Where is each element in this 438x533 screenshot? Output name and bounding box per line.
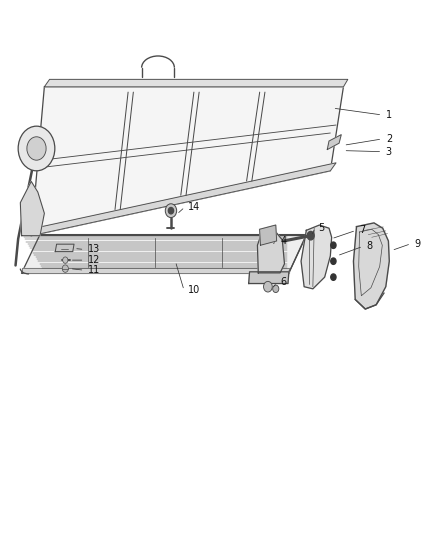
Text: 4: 4 — [280, 236, 286, 246]
Text: 12: 12 — [88, 255, 100, 265]
Polygon shape — [20, 181, 44, 236]
Text: 7: 7 — [360, 225, 366, 236]
Polygon shape — [249, 272, 289, 284]
Circle shape — [18, 126, 55, 171]
Circle shape — [331, 258, 336, 264]
Circle shape — [27, 137, 46, 160]
Text: 2: 2 — [386, 134, 392, 144]
Text: 3: 3 — [386, 147, 392, 157]
Circle shape — [165, 204, 177, 217]
Polygon shape — [260, 225, 277, 245]
Circle shape — [331, 274, 336, 280]
Circle shape — [307, 231, 314, 240]
Polygon shape — [55, 244, 74, 252]
Text: 5: 5 — [318, 223, 325, 233]
Text: 9: 9 — [415, 239, 421, 248]
Circle shape — [63, 257, 68, 263]
Text: 11: 11 — [88, 265, 100, 275]
Polygon shape — [353, 223, 389, 309]
Polygon shape — [21, 235, 306, 273]
Text: 1: 1 — [386, 110, 392, 120]
Circle shape — [273, 285, 279, 293]
Circle shape — [331, 242, 336, 248]
Polygon shape — [258, 227, 285, 273]
Text: 14: 14 — [188, 202, 201, 212]
Polygon shape — [301, 225, 332, 289]
Circle shape — [264, 281, 272, 292]
Text: 8: 8 — [367, 241, 373, 251]
Polygon shape — [31, 87, 343, 236]
Text: 6: 6 — [281, 278, 287, 287]
Text: 13: 13 — [88, 245, 100, 254]
Text: 10: 10 — [187, 286, 200, 295]
Circle shape — [168, 207, 173, 214]
Polygon shape — [31, 163, 336, 236]
Circle shape — [62, 265, 68, 272]
Polygon shape — [44, 79, 348, 87]
Polygon shape — [21, 268, 289, 273]
Polygon shape — [327, 135, 341, 150]
